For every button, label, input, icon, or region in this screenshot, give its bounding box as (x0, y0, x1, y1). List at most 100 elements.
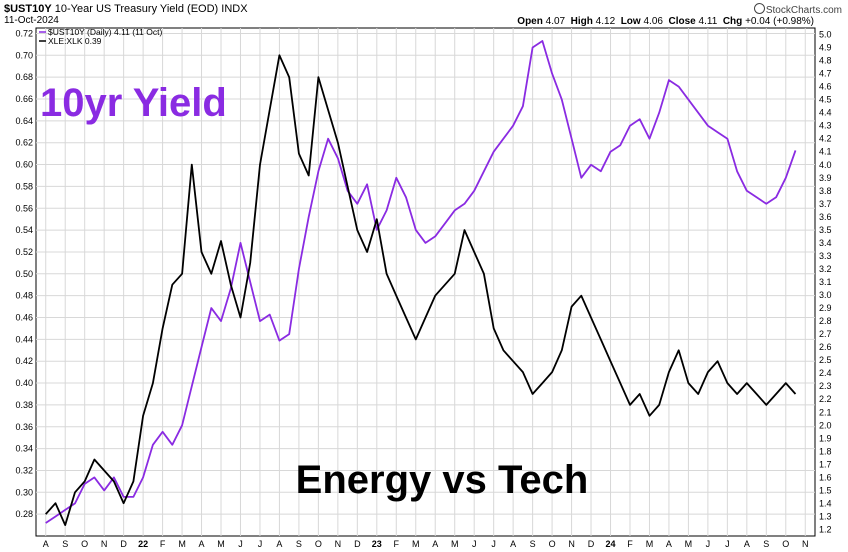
x-tick-label: O (782, 539, 789, 549)
plot-area (35, 27, 816, 537)
brand-watermark: StockCharts.com (753, 3, 842, 16)
left-tick-label: 0.44 (15, 334, 33, 344)
right-tick-label: 2.2 (819, 394, 832, 404)
x-tick-label: A (199, 539, 205, 549)
right-tick-label: 2.1 (819, 407, 832, 417)
left-tick-label: 0.32 (15, 465, 33, 475)
x-tick-label: A (432, 539, 438, 549)
x-tick-label: J (706, 539, 711, 549)
right-tick-label: 3.0 (819, 290, 832, 300)
right-tick-label: 1.4 (819, 498, 832, 508)
x-tick-label: O (315, 539, 322, 549)
left-tick-label: 0.42 (15, 356, 33, 366)
right-tick-label: 2.6 (819, 342, 832, 352)
left-tick-label: 0.52 (15, 247, 33, 257)
right-tick-label: 4.2 (819, 134, 832, 144)
left-tick-label: 0.70 (15, 50, 33, 60)
ohlc-readout: Open 4.07 High 4.12 Low 4.06 Close 4.11 … (517, 16, 814, 27)
annotation-yield: 10yr Yield (40, 81, 227, 125)
x-tick-label: J (258, 539, 263, 549)
x-tick-label: D (120, 539, 127, 549)
legend-entry: $UST10Y (Daily) 4.11 (11 Oct) (48, 27, 162, 37)
x-tick-label: F (627, 539, 633, 549)
right-tick-label: 3.5 (819, 225, 832, 235)
left-tick-label: 0.28 (15, 509, 33, 519)
open-label: Open (517, 16, 543, 27)
right-tick-label: 4.3 (819, 121, 832, 131)
symbol-label: $UST10Y (4, 3, 52, 15)
x-tick-label: N (101, 539, 108, 549)
right-tick-label: 3.7 (819, 199, 832, 209)
brand-label: StockCharts.com (765, 5, 842, 16)
right-tick-label: 1.3 (819, 511, 832, 521)
right-tick-label: 4.9 (819, 43, 832, 53)
right-tick-label: 2.7 (819, 329, 832, 339)
high-value: 4.12 (595, 16, 616, 27)
ratio-series-line (45, 54, 797, 526)
x-tick-label: J (491, 539, 496, 549)
symbol-description: 10-Year US Treasury Yield (EOD) (54, 3, 219, 15)
x-tick-label: M (412, 539, 420, 549)
right-tick-label: 4.8 (819, 56, 832, 66)
x-tick-label: D (588, 539, 595, 549)
left-tick-label: 0.58 (15, 181, 33, 191)
right-tick-label: 4.6 (819, 82, 832, 92)
left-tick-label: 0.38 (15, 400, 33, 410)
right-tick-label: 5.0 (819, 30, 832, 40)
right-tick-label: 4.4 (819, 108, 832, 118)
right-tick-label: 1.6 (819, 472, 832, 482)
left-tick-label: 0.56 (15, 203, 33, 213)
right-tick-label: 2.8 (819, 316, 832, 326)
right-tick-label: 3.2 (819, 264, 832, 274)
left-tick-label: 0.34 (15, 444, 33, 454)
left-tick-label: 0.54 (15, 225, 33, 235)
x-tick-label: J (472, 539, 477, 549)
left-tick-label: 0.40 (15, 378, 33, 388)
right-tick-label: 3.6 (819, 212, 832, 222)
right-tick-label: 1.8 (819, 446, 832, 456)
right-tick-label: 2.0 (819, 420, 832, 430)
x-tick-label: M (451, 539, 459, 549)
right-tick-label: 2.4 (819, 368, 832, 378)
x-tick-label: N (568, 539, 575, 549)
left-tick-label: 0.50 (15, 269, 33, 279)
exchange-label: INDX (221, 3, 248, 15)
x-tick-label: A (510, 539, 516, 549)
x-tick-label: M (646, 539, 654, 549)
right-tick-label: 3.1 (819, 277, 832, 287)
left-tick-label: 0.66 (15, 94, 33, 104)
right-tick-label: 3.3 (819, 251, 832, 261)
legend-entry: XLE:XLK 0.39 (48, 36, 102, 46)
left-tick-label: 0.48 (15, 291, 33, 301)
x-tick-label: A (666, 539, 672, 549)
x-tick-label: A (744, 539, 750, 549)
low-label: Low (620, 16, 641, 27)
x-tick-label: J (725, 539, 730, 549)
x-tick-label: S (62, 539, 68, 549)
chg-label: Chg (722, 16, 743, 27)
x-tick-label: S (296, 539, 302, 549)
right-tick-label: 1.5 (819, 485, 832, 495)
left-tick-label: 0.46 (15, 313, 33, 323)
copyright-icon (753, 3, 765, 14)
right-tick-label: 2.3 (819, 381, 832, 391)
x-tick-label: D (354, 539, 361, 549)
x-tick-label: A (276, 539, 282, 549)
x-tick-label: S (530, 539, 536, 549)
x-tick-label: 22 (138, 539, 148, 549)
x-tick-label: M (178, 539, 186, 549)
x-tick-label: A (43, 539, 49, 549)
x-tick-label: M (685, 539, 693, 549)
chart-date: 11-Oct-2024 (4, 15, 59, 26)
right-tick-label: 1.9 (819, 433, 832, 443)
x-tick-label: O (81, 539, 88, 549)
x-tick-label: N (802, 539, 809, 549)
high-label: High (570, 16, 593, 27)
close-value: 4.11 (698, 16, 718, 27)
annotation-energy-tech: Energy vs Tech (296, 458, 589, 502)
left-tick-label: 0.72 (15, 28, 33, 38)
right-tick-label: 4.0 (819, 160, 832, 170)
x-tick-label: J (238, 539, 243, 549)
x-tick-label: 24 (606, 539, 616, 549)
